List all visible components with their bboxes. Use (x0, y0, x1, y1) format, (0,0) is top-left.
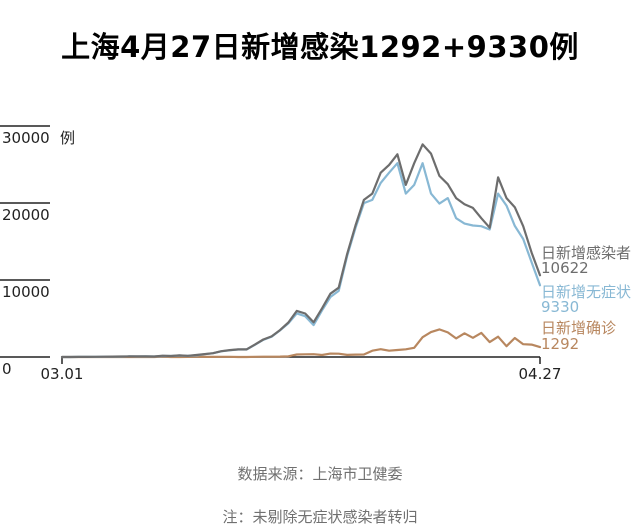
series-label: 日新增感染者 (541, 244, 631, 262)
series-end-value: 9330 (541, 298, 579, 316)
series-line-0 (60, 143, 542, 359)
y-unit-label: 例 (60, 129, 75, 147)
y-tick-label: 0 (2, 360, 12, 378)
series-end-value: 1292 (541, 335, 579, 353)
series-line-2 (60, 328, 542, 359)
source-note: 数据来源：上海市卫健委 (237, 465, 403, 483)
x-tick-label: 03.01 (41, 365, 84, 383)
y-tick-label: 20000 (2, 206, 50, 224)
y-tick-label: 30000 (2, 129, 50, 147)
x-tick-label: 04.27 (519, 365, 562, 383)
series-end-value: 10622 (541, 259, 589, 277)
series-label: 日新增确诊 (541, 319, 616, 337)
series-line-1 (60, 162, 542, 359)
footnote: 注：未剔除无症状感染者转归 (222, 508, 418, 526)
y-tick-label: 10000 (2, 283, 50, 301)
series-label: 日新增无症状 (541, 283, 631, 301)
chart-title: 上海4月27日新增感染1292+9330例 (61, 30, 579, 64)
